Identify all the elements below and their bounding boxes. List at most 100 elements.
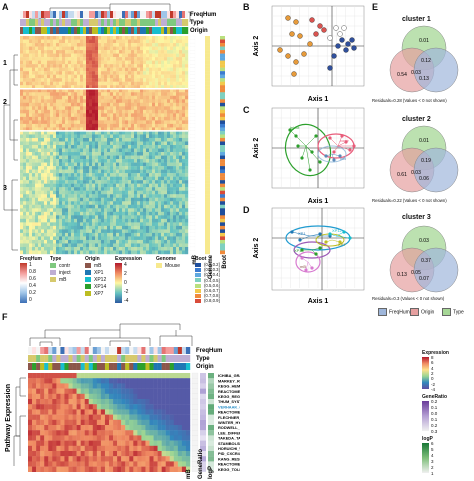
heatmap-cell: [152, 162, 156, 167]
heatmap-cell: [44, 57, 48, 61]
heatmap-cell: [128, 176, 132, 181]
heatmap-cell: [77, 109, 81, 114]
heatmap-cell: [185, 180, 189, 184]
heatmap-cell: [59, 190, 63, 195]
heatmap-cell: [89, 236, 93, 241]
heatmap-cell: [56, 148, 60, 153]
heatmap-cell: [53, 173, 57, 177]
d-ylabel: Axis 2: [253, 238, 260, 259]
f-heatmap-cell: [92, 383, 98, 389]
f-heatmap-cell: [64, 404, 69, 410]
f-heatmap-cell: [113, 388, 118, 394]
heatmap-cell: [53, 130, 57, 135]
f-heatmap-cell: [44, 414, 49, 420]
heatmap-cell: [182, 222, 186, 227]
heatmap-cell: [164, 187, 168, 191]
freqhum-cell: [41, 11, 45, 18]
f-heatmap-cell: [161, 414, 166, 420]
freqhum-cell: [62, 11, 66, 18]
heatmap-cell: [155, 187, 159, 191]
heatmap-cell: [29, 194, 33, 198]
heatmap-cell: [53, 57, 57, 61]
heatmap-cell: [182, 201, 186, 205]
heatmap-cell: [176, 166, 180, 170]
heatmap-cell: [26, 46, 30, 51]
heatmap-cell: [149, 88, 153, 93]
f-heatmap-cell: [44, 456, 49, 462]
heatmap-cell: [83, 152, 87, 156]
heatmap-cell: [137, 222, 141, 227]
heatmap-cell: [44, 215, 48, 220]
f-heatmap-cell: [92, 378, 98, 384]
heatmap-cell: [53, 155, 57, 160]
heatmap-cell: [92, 211, 96, 216]
heatmap-cell: [122, 166, 126, 170]
heatmap-cell: [68, 162, 72, 167]
f-heatmap-cell: [109, 414, 114, 420]
heatmap-cell: [116, 130, 120, 135]
heatmap-cell: [56, 36, 60, 40]
heatmap-cell: [44, 204, 48, 209]
heatmap-cell: [53, 109, 57, 114]
heatmap-cell: [179, 88, 183, 93]
heatmap-cell: [98, 88, 102, 93]
f-heatmap-cell: [153, 383, 158, 389]
heatmap-cell: [122, 159, 126, 163]
f-generatio-cell: [200, 419, 206, 425]
heatmap-cell: [32, 211, 36, 216]
heatmap-cell: [77, 222, 81, 227]
heatmap-cell: [113, 208, 117, 213]
genome-cell: [205, 194, 210, 198]
heatmap-cell: [35, 148, 39, 153]
scatter-point: [333, 25, 339, 31]
venn-legend-swatch: [442, 308, 451, 316]
heatmap-cell: [107, 201, 111, 205]
heatmap-cell: [89, 201, 93, 205]
heatmap-cell: [107, 208, 111, 213]
f-heatmap-cell: [125, 414, 130, 420]
heatmap-cell: [167, 183, 171, 188]
heatmap-cell: [20, 197, 24, 202]
f-type-cell: [76, 355, 81, 362]
heatmap-cell: [182, 239, 186, 244]
heatmap-cell: [50, 180, 54, 184]
heatmap-cell: [167, 39, 171, 44]
heatmap-cell: [170, 116, 174, 121]
genome-cell: [205, 229, 210, 234]
freqhum-cell: [176, 11, 180, 18]
heatmap-cell: [20, 187, 24, 191]
heatmap-cell: [62, 78, 66, 82]
heatmap-cell: [68, 137, 72, 142]
heatmap-cell: [59, 127, 63, 132]
heatmap-cell: [50, 46, 54, 51]
genome-swatch: [156, 263, 162, 269]
heatmap-cell: [59, 81, 63, 86]
heatmap-cell: [116, 88, 120, 93]
heatmap-cell: [59, 169, 63, 174]
heatmap-cell: [107, 99, 111, 104]
heatmap-cell: [104, 109, 108, 114]
f-generatio-cell: [200, 451, 206, 457]
heatmap-cell: [50, 92, 54, 96]
venn-legend-item: Type: [442, 308, 464, 316]
boot-cell: [220, 50, 225, 54]
heatmap-cell: [26, 127, 30, 132]
heatmap-cell: [101, 92, 105, 96]
heatmap-cell: [62, 36, 66, 40]
heatmap-cell: [62, 208, 66, 213]
heatmap-cell: [173, 109, 177, 114]
f-heatmap-cell: [165, 404, 170, 410]
heatmap-cell: [35, 116, 39, 121]
type-legend-item: mB: [50, 277, 67, 283]
heatmap-cell: [95, 243, 99, 248]
heatmap-cell: [29, 187, 33, 191]
heatmap-cell: [170, 215, 174, 220]
f-heatmap-cell: [60, 388, 65, 394]
heatmap-cell: [185, 155, 189, 160]
heatmap-cell: [155, 194, 159, 198]
heatmap-cell: [71, 155, 75, 160]
heatmap-cell: [182, 218, 186, 223]
f-heatmap-cell: [117, 445, 122, 452]
scatter-point: [301, 51, 307, 57]
f-heatmap-cell: [121, 425, 126, 431]
